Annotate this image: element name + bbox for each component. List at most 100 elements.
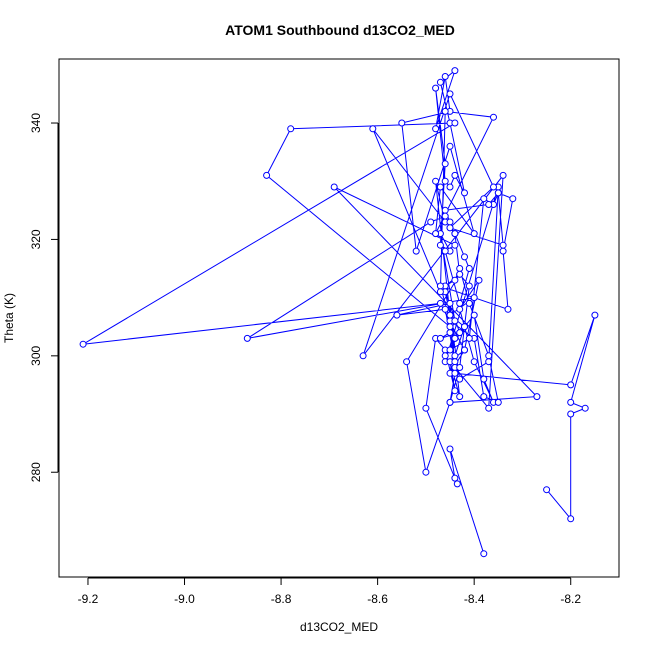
data-point <box>490 183 497 191</box>
data-point <box>567 515 575 523</box>
data-point <box>451 317 459 325</box>
data-point <box>412 247 420 255</box>
data-point <box>470 294 478 302</box>
plot-frame <box>58 58 620 578</box>
data-point <box>393 311 401 319</box>
data-point <box>504 305 512 313</box>
data-point <box>451 276 459 284</box>
data-point <box>441 305 449 313</box>
data-point <box>432 177 440 185</box>
data-point <box>480 195 488 203</box>
data-point <box>451 352 459 360</box>
data-point <box>494 398 502 406</box>
data-point <box>567 381 575 389</box>
x-tick-label: -8.2 <box>560 592 581 606</box>
data-point <box>441 247 449 255</box>
data-point <box>432 230 440 238</box>
data-point <box>451 241 459 249</box>
data-point <box>456 270 464 278</box>
chart-title: ATOM1 Southbound d13CO2_MED <box>225 22 455 38</box>
data-point <box>485 201 493 208</box>
data-point <box>591 311 599 319</box>
data-point <box>470 230 478 238</box>
data-point <box>451 67 459 75</box>
data-point <box>79 340 87 348</box>
data-point <box>446 218 454 226</box>
data-point <box>451 230 459 238</box>
data-point <box>446 299 454 307</box>
data-point <box>432 125 440 133</box>
data-point <box>567 410 575 418</box>
plot-area <box>79 67 599 558</box>
data-point <box>441 177 449 185</box>
data-point <box>456 364 464 371</box>
y-tick-label: 340 <box>29 113 43 133</box>
data-point <box>494 189 502 197</box>
x-tick-label: -8.4 <box>464 592 485 606</box>
data-point <box>475 276 483 284</box>
data-point <box>490 113 497 121</box>
x-tick-label: -9.0 <box>174 592 195 606</box>
data-point <box>485 358 493 366</box>
data-point <box>330 183 338 191</box>
data-point <box>465 299 473 307</box>
data-point <box>403 358 411 366</box>
data-point <box>451 387 459 395</box>
data-point <box>427 218 435 226</box>
data-point <box>533 393 541 401</box>
data-point <box>451 334 459 342</box>
data-point <box>499 241 507 249</box>
data-point <box>441 160 449 168</box>
data-point <box>480 375 488 383</box>
data-point <box>567 398 575 406</box>
data-point <box>453 480 461 488</box>
data-point <box>451 171 459 179</box>
data-point <box>480 550 488 558</box>
data-point <box>287 125 295 133</box>
data-point <box>509 195 517 203</box>
data-point <box>422 404 430 412</box>
data-point <box>441 73 449 80</box>
data-point <box>465 265 473 272</box>
data-point <box>581 404 589 412</box>
data-point <box>446 445 454 453</box>
data-point <box>359 352 367 360</box>
data-point <box>436 334 444 342</box>
data-point <box>470 358 478 366</box>
data-point <box>441 107 449 115</box>
data-point <box>446 398 454 406</box>
data-point <box>465 334 473 342</box>
data-point <box>461 323 468 331</box>
data-point <box>451 369 459 377</box>
data-point <box>480 393 488 401</box>
x-tick-label: -8.8 <box>271 592 292 606</box>
data-point <box>499 247 507 255</box>
data-point <box>446 183 454 191</box>
data-point <box>456 305 464 313</box>
data-point <box>451 358 459 366</box>
data-point <box>446 346 454 354</box>
y-axis: 280 300 320 340 <box>29 113 59 482</box>
data-point <box>543 486 551 494</box>
data-point <box>461 189 468 197</box>
data-point <box>456 265 464 272</box>
data-point <box>470 311 478 319</box>
y-tick-label: 300 <box>29 345 43 365</box>
data-point <box>456 393 464 401</box>
x-axis: -9.2 -9.0 -8.8 -8.6 -8.4 -8.2 <box>78 577 581 606</box>
data-point <box>446 90 454 98</box>
data-point <box>456 299 464 307</box>
y-tick-label: 320 <box>29 229 43 249</box>
data-point <box>243 334 251 342</box>
data-point <box>398 119 406 127</box>
data-point <box>465 282 473 290</box>
x-tick-label: -8.6 <box>367 592 388 606</box>
data-point <box>441 212 449 220</box>
y-tick-label: 280 <box>29 462 43 482</box>
data-point <box>436 78 444 86</box>
data-point <box>446 224 454 232</box>
data-point <box>485 404 493 412</box>
data-point <box>461 346 468 354</box>
